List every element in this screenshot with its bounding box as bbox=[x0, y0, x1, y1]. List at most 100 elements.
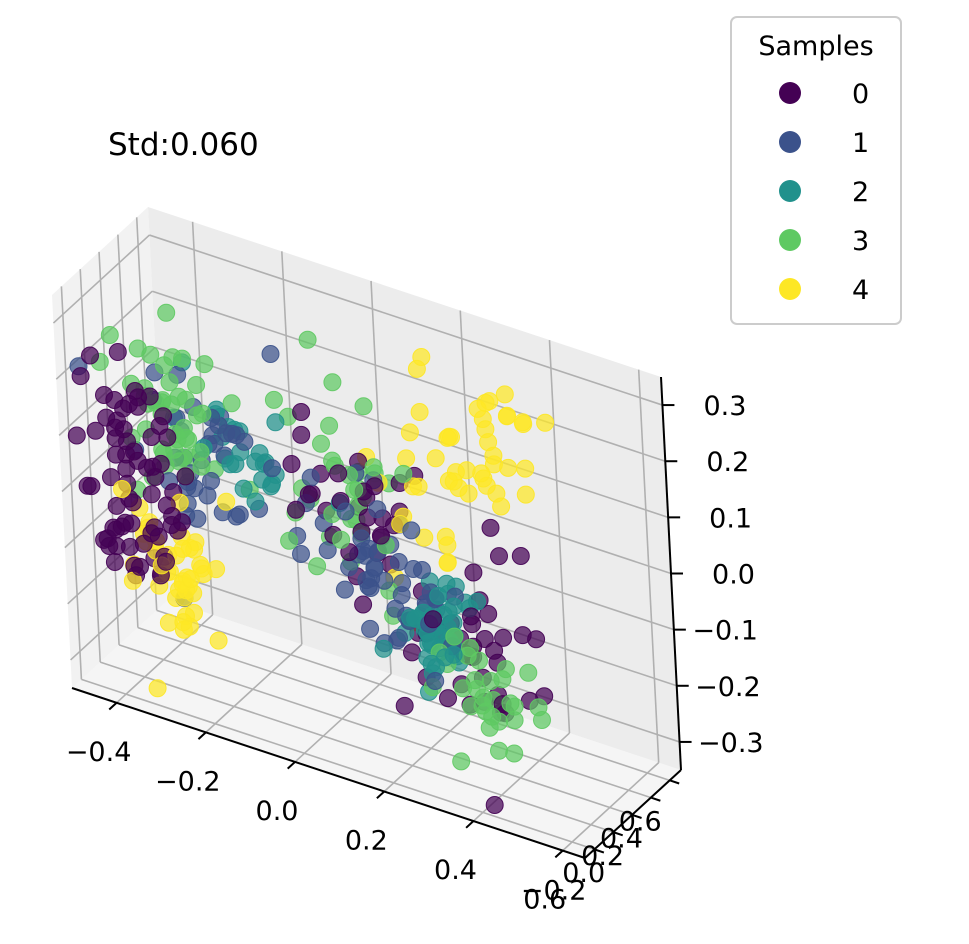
data-point-series-0 bbox=[511, 547, 530, 565]
data-point-series-4 bbox=[173, 539, 192, 558]
data-point-series-3 bbox=[452, 752, 471, 771]
data-point-series-0 bbox=[108, 343, 127, 361]
data-point-series-4 bbox=[181, 570, 200, 588]
data-point-series-1 bbox=[368, 500, 387, 519]
data-point-series-0 bbox=[108, 411, 126, 430]
legend-title: Samples bbox=[758, 31, 873, 62]
data-point-series-0 bbox=[107, 520, 126, 539]
data-point-series-3 bbox=[505, 744, 524, 763]
data-point-series-0 bbox=[292, 425, 311, 444]
data-point-series-3 bbox=[323, 373, 342, 392]
data-point-series-1 bbox=[263, 459, 282, 478]
data-point-series-0 bbox=[106, 445, 125, 464]
data-point-series-4 bbox=[410, 403, 429, 421]
data-point-series-0 bbox=[354, 595, 373, 614]
data-point-series-0 bbox=[149, 527, 168, 546]
tick-mark bbox=[197, 731, 207, 740]
data-point-series-3 bbox=[157, 303, 176, 322]
x-tick-label: −0.4 bbox=[66, 737, 132, 768]
gridline-x bbox=[205, 643, 303, 733]
data-point-series-1 bbox=[202, 472, 220, 490]
tick-mark bbox=[465, 820, 475, 829]
gridline-z bbox=[52, 234, 150, 324]
data-point-series-0 bbox=[125, 442, 143, 461]
tick-labels: −0.4−0.20.00.20.40.6−0.20.00.20.40.6−0.3… bbox=[66, 391, 764, 916]
x-tick-label: 0.2 bbox=[345, 826, 388, 857]
data-point-series-3 bbox=[195, 355, 214, 374]
data-point-series-0 bbox=[439, 689, 457, 708]
gridline-x bbox=[294, 673, 392, 763]
data-point-series-1 bbox=[227, 507, 246, 526]
data-point-series-3 bbox=[496, 660, 515, 679]
data-point-series-1 bbox=[365, 559, 384, 578]
data-point-series-0 bbox=[287, 500, 305, 519]
data-point-series-4 bbox=[174, 613, 193, 632]
data-point-series-0 bbox=[78, 476, 97, 495]
data-point-series-1 bbox=[426, 672, 445, 690]
data-point-series-3 bbox=[264, 390, 283, 409]
data-point-series-4 bbox=[484, 446, 503, 465]
tick-mark bbox=[650, 796, 661, 802]
data-point-series-3 bbox=[501, 694, 520, 713]
tick-mark bbox=[594, 848, 605, 854]
chart-title: Std:0.060 bbox=[108, 127, 259, 163]
y-tick-label: 0.6 bbox=[619, 806, 662, 837]
data-point-series-0 bbox=[462, 607, 480, 626]
data-point-series-0 bbox=[329, 464, 348, 483]
data-point-series-1 bbox=[389, 553, 408, 571]
data-point-series-3 bbox=[155, 356, 173, 375]
data-point-series-0 bbox=[475, 630, 494, 648]
data-point-series-3 bbox=[176, 428, 195, 447]
z-tick-label: 0.2 bbox=[706, 447, 749, 478]
gridline-z bbox=[152, 290, 666, 462]
data-point-series-0 bbox=[403, 643, 421, 662]
data-point-series-0 bbox=[424, 610, 442, 629]
data-point-series-3 bbox=[222, 394, 241, 413]
gridline-y bbox=[118, 644, 633, 816]
data-point-series-4 bbox=[113, 480, 131, 498]
data-point-series-4 bbox=[438, 553, 457, 572]
data-point-series-0 bbox=[494, 628, 513, 647]
z-tick-label: −0.3 bbox=[698, 728, 764, 759]
data-point-series-0 bbox=[395, 696, 414, 715]
legend-label-2: 2 bbox=[852, 177, 869, 208]
data-point-series-3 bbox=[490, 741, 508, 760]
data-point-series-3 bbox=[173, 349, 191, 368]
data-point-series-2 bbox=[250, 444, 269, 463]
data-point-series-4 bbox=[472, 464, 491, 483]
data-point-series-3 bbox=[354, 397, 373, 416]
data-point-series-3 bbox=[192, 457, 211, 476]
x-tick-label: 0.6 bbox=[523, 885, 566, 916]
data-point-series-0 bbox=[105, 553, 124, 571]
data-point-series-4 bbox=[148, 679, 167, 698]
x-tick-label: 0.4 bbox=[434, 855, 477, 886]
data-point-series-4 bbox=[407, 359, 426, 378]
data-point-series-4 bbox=[426, 449, 445, 468]
data-point-series-0 bbox=[140, 387, 159, 406]
data-point-series-0 bbox=[527, 630, 546, 649]
data-point-series-0 bbox=[71, 367, 90, 386]
data-point-series-4 bbox=[516, 459, 535, 478]
data-point-series-3 bbox=[193, 404, 212, 423]
gridline-z bbox=[61, 402, 159, 493]
data-point-series-0 bbox=[292, 403, 311, 421]
data-point-series-0 bbox=[95, 530, 114, 549]
legend-marker-3 bbox=[779, 229, 801, 251]
data-point-series-0 bbox=[134, 534, 153, 553]
data-point-series-0 bbox=[172, 513, 191, 532]
z-tick-label: 0.1 bbox=[709, 503, 752, 534]
data-point-series-0 bbox=[176, 467, 195, 486]
data-point-series-0 bbox=[282, 455, 301, 473]
data-point-series-4 bbox=[397, 449, 416, 468]
data-point-series-0 bbox=[490, 547, 508, 566]
gridline-x bbox=[383, 702, 481, 793]
data-point-series-3 bbox=[320, 416, 339, 435]
z-tick-label: −0.1 bbox=[692, 616, 758, 647]
z-tick-label: −0.2 bbox=[695, 672, 761, 703]
legend-marker-0 bbox=[779, 82, 801, 104]
tick-mark bbox=[376, 790, 385, 799]
data-point-series-0 bbox=[81, 346, 99, 365]
y-tick-label: 0.4 bbox=[600, 824, 643, 855]
